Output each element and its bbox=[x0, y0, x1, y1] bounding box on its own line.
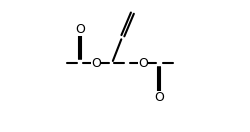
Text: O: O bbox=[138, 57, 148, 70]
Text: O: O bbox=[91, 57, 101, 70]
Text: O: O bbox=[154, 91, 164, 104]
Text: O: O bbox=[75, 23, 85, 36]
